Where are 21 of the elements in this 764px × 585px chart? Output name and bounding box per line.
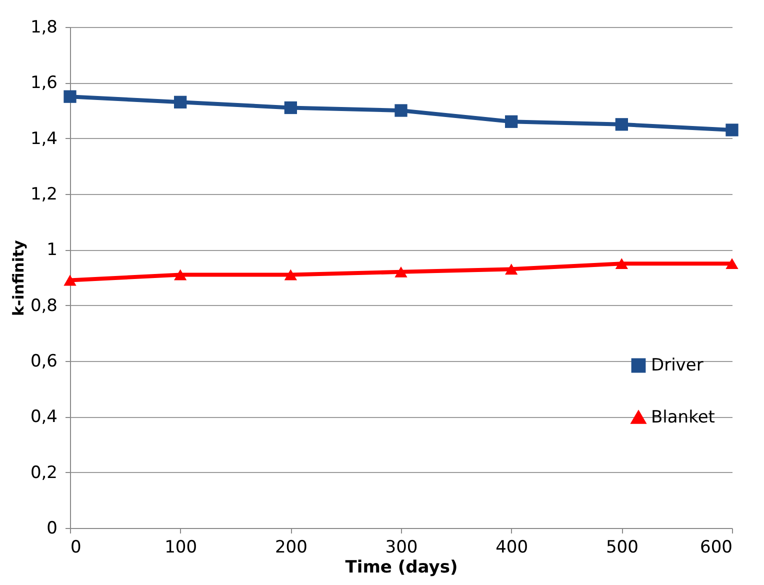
x-tick-label: 500 — [606, 538, 638, 558]
y-tick-label: 0,4 — [30, 407, 58, 428]
x-tick-label: 400 — [496, 538, 528, 558]
x-axis-title: Time (days) — [345, 558, 458, 578]
x-tick-label: 0 — [70, 538, 82, 558]
y-tick-label: 0,6 — [30, 352, 58, 372]
y-tick-label: 1,4 — [30, 128, 58, 149]
x-tick-label: 100 — [164, 538, 198, 558]
y-tick-label: 1,2 — [30, 184, 58, 204]
x-tick-label: 200 — [274, 538, 308, 558]
y-tick-label: 1,6 — [30, 73, 58, 94]
y-axis-title: k-infinity — [9, 240, 28, 316]
y-tick-label: 0,8 — [30, 296, 58, 316]
legend-label: Blanket — [651, 408, 716, 428]
x-tick-label: 600 — [700, 538, 732, 558]
y-tick-label: 1 — [46, 240, 58, 260]
y-tick-label: 1,8 — [30, 18, 58, 38]
y-tick-label: 0,2 — [30, 462, 58, 483]
x-tick-label: 300 — [385, 538, 418, 558]
y-tick-label: 0 — [46, 518, 58, 538]
legend-label: Driver — [651, 356, 704, 376]
